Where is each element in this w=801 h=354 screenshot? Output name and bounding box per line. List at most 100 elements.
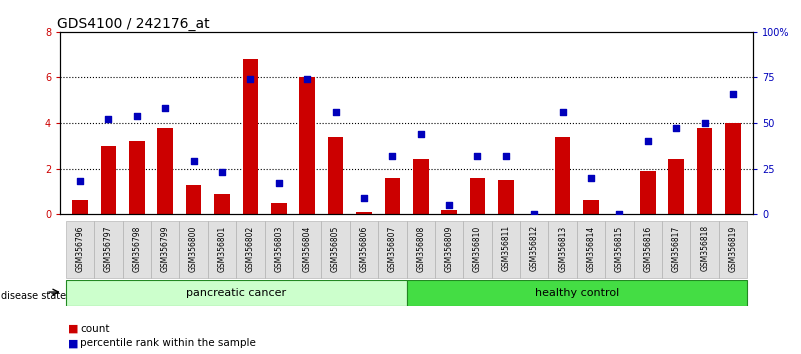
FancyBboxPatch shape	[321, 221, 350, 278]
Bar	[697, 127, 712, 214]
Bar	[669, 159, 684, 214]
Bar	[271, 203, 287, 214]
Text: GSM356806: GSM356806	[360, 225, 368, 272]
FancyBboxPatch shape	[151, 221, 179, 278]
Point	[528, 211, 541, 217]
Point	[329, 109, 342, 115]
Bar	[243, 59, 258, 214]
FancyBboxPatch shape	[95, 221, 123, 278]
Point	[159, 105, 171, 111]
Text: ■: ■	[68, 338, 78, 348]
Point	[272, 180, 285, 186]
FancyBboxPatch shape	[606, 221, 634, 278]
Point	[187, 159, 200, 164]
FancyBboxPatch shape	[577, 221, 606, 278]
Text: GSM356808: GSM356808	[417, 225, 425, 272]
Point	[727, 91, 739, 97]
FancyBboxPatch shape	[662, 221, 690, 278]
Point	[357, 195, 370, 201]
Point	[670, 126, 682, 131]
Text: GSM356798: GSM356798	[132, 225, 141, 272]
Point	[698, 120, 711, 126]
Text: GSM356805: GSM356805	[331, 225, 340, 272]
Text: GSM356807: GSM356807	[388, 225, 396, 272]
Point	[300, 76, 313, 82]
FancyBboxPatch shape	[123, 221, 151, 278]
Text: ■: ■	[68, 324, 78, 333]
Text: GSM356814: GSM356814	[586, 225, 596, 272]
FancyBboxPatch shape	[179, 221, 207, 278]
Point	[443, 202, 456, 208]
FancyBboxPatch shape	[236, 221, 264, 278]
Point	[642, 138, 654, 144]
FancyBboxPatch shape	[690, 221, 718, 278]
Text: GSM356803: GSM356803	[274, 225, 284, 272]
FancyBboxPatch shape	[463, 221, 492, 278]
FancyBboxPatch shape	[378, 221, 406, 278]
Text: GSM356818: GSM356818	[700, 225, 709, 272]
Text: GSM356817: GSM356817	[672, 225, 681, 272]
Text: GSM356810: GSM356810	[473, 225, 482, 272]
FancyBboxPatch shape	[350, 221, 378, 278]
Point	[613, 211, 626, 217]
Bar	[640, 171, 656, 214]
Text: GSM356812: GSM356812	[529, 225, 539, 272]
Text: GSM356801: GSM356801	[217, 225, 227, 272]
Point	[500, 153, 513, 159]
Text: disease state: disease state	[1, 291, 66, 301]
Bar	[469, 178, 485, 214]
Text: GSM356799: GSM356799	[161, 225, 170, 272]
FancyBboxPatch shape	[293, 221, 321, 278]
Bar	[441, 210, 457, 214]
FancyBboxPatch shape	[634, 221, 662, 278]
Bar	[101, 146, 116, 214]
Bar	[498, 180, 513, 214]
Text: GSM356813: GSM356813	[558, 225, 567, 272]
Text: GDS4100 / 242176_at: GDS4100 / 242176_at	[57, 17, 209, 31]
Point	[386, 153, 399, 159]
Point	[102, 116, 115, 122]
Text: GSM356815: GSM356815	[615, 225, 624, 272]
Bar	[129, 141, 144, 214]
Point	[585, 175, 598, 181]
Bar	[300, 78, 315, 214]
Text: GSM356819: GSM356819	[729, 225, 738, 272]
Bar	[328, 137, 344, 214]
Bar	[186, 184, 201, 214]
Text: GSM356811: GSM356811	[501, 225, 510, 272]
FancyBboxPatch shape	[406, 221, 435, 278]
FancyBboxPatch shape	[207, 221, 236, 278]
Bar	[72, 200, 88, 214]
Text: healthy control: healthy control	[535, 288, 619, 298]
Text: percentile rank within the sample: percentile rank within the sample	[80, 338, 256, 348]
Text: GSM356796: GSM356796	[75, 225, 84, 272]
Bar	[413, 159, 429, 214]
Bar	[725, 123, 741, 214]
FancyBboxPatch shape	[435, 221, 463, 278]
Text: GSM356809: GSM356809	[445, 225, 453, 272]
Bar	[157, 127, 173, 214]
Text: pancreatic cancer: pancreatic cancer	[186, 288, 286, 298]
Bar	[214, 194, 230, 214]
Bar	[384, 178, 400, 214]
FancyBboxPatch shape	[406, 280, 747, 306]
Text: GSM356802: GSM356802	[246, 225, 255, 272]
FancyBboxPatch shape	[66, 221, 95, 278]
Point	[414, 131, 427, 137]
Text: count: count	[80, 324, 110, 333]
Point	[471, 153, 484, 159]
Bar	[583, 200, 599, 214]
Bar	[555, 137, 570, 214]
Point	[74, 178, 87, 184]
Text: GSM356804: GSM356804	[303, 225, 312, 272]
FancyBboxPatch shape	[520, 221, 549, 278]
Text: GSM356797: GSM356797	[104, 225, 113, 272]
Point	[215, 170, 228, 175]
FancyBboxPatch shape	[718, 221, 747, 278]
Bar	[356, 212, 372, 214]
Point	[131, 113, 143, 119]
FancyBboxPatch shape	[549, 221, 577, 278]
FancyBboxPatch shape	[66, 280, 406, 306]
Text: GSM356816: GSM356816	[643, 225, 652, 272]
Point	[556, 109, 569, 115]
